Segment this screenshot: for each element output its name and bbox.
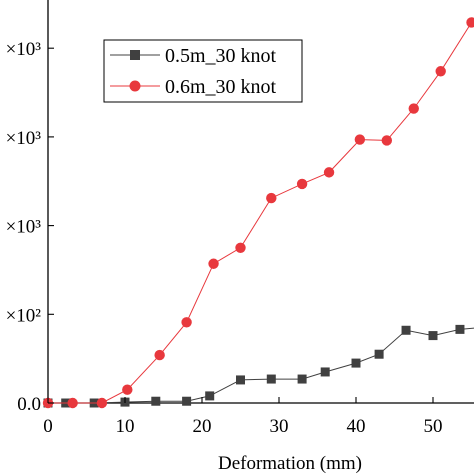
data-point-series-1 — [151, 396, 161, 406]
data-point-series-2 — [354, 134, 366, 145]
y-tick-label: ×10² — [6, 305, 42, 326]
data-point-series-2 — [435, 66, 446, 77]
series-line-2 — [48, 22, 472, 404]
legend-item-series-2: 0.6m_30 knot — [110, 76, 277, 98]
legend-label-series-1: 0.5m_30 knot — [165, 45, 277, 67]
legend-item-series-1: 0.5m_30 knot — [110, 45, 277, 67]
data-point-series-2 — [154, 349, 165, 361]
data-point-series-2 — [235, 242, 246, 253]
x-tick-label: 20 — [193, 416, 212, 437]
x-tick-label: 50 — [424, 416, 443, 437]
series-line-1 — [48, 327, 474, 404]
data-point-series-1 — [455, 324, 465, 334]
data-point-series-1 — [428, 331, 438, 341]
data-point-series-1 — [374, 349, 384, 359]
data-point-series-2 — [381, 135, 392, 146]
data-point-series-2 — [323, 167, 335, 178]
data-point-series-1 — [182, 396, 192, 406]
legend: 0.5m_30 knot 0.6m_30 knot — [103, 39, 303, 103]
data-point-series-2 — [266, 192, 277, 204]
x-axis-ticks: 0 10 20 30 40 50 — [43, 397, 443, 437]
data-point-series-1 — [205, 391, 215, 401]
data-point-series-2 — [296, 178, 308, 190]
data-point-series-2 — [466, 17, 474, 28]
y-tick-label: ×10³ — [6, 128, 42, 149]
y-tick-label: ×10³ — [6, 217, 42, 238]
y-axis-ticks: 0.0×10²×10³×10³×10³×10³ — [6, 39, 54, 415]
legend-marker-series-1 — [130, 50, 140, 60]
plot-area — [47, 0, 474, 404]
series-layer — [42, 17, 474, 409]
legend-marker-series-2 — [129, 80, 141, 92]
data-point-series-1 — [297, 374, 307, 384]
legend-label-series-2: 0.6m_30 knot — [165, 76, 277, 98]
x-tick-label: 30 — [270, 416, 289, 437]
data-point-series-1 — [351, 358, 361, 368]
data-point-series-1 — [236, 375, 245, 385]
x-axis-title: Deformation (mm) — [218, 453, 362, 474]
data-point-series-2 — [67, 397, 78, 409]
y-tick-label: ×10³ — [6, 39, 42, 60]
data-point-series-1 — [266, 374, 276, 384]
data-point-series-2 — [408, 103, 419, 114]
data-point-series-2 — [181, 317, 192, 328]
x-tick-label: 0 — [43, 416, 53, 437]
x-tick-label: 10 — [116, 416, 135, 437]
data-point-series-1 — [401, 325, 411, 335]
data-point-series-2 — [208, 258, 219, 269]
y-tick-label: 0.0 — [17, 394, 41, 415]
data-point-series-1 — [320, 367, 330, 377]
data-point-series-2 — [96, 397, 108, 409]
data-point-series-2 — [122, 384, 133, 395]
x-tick-label: 40 — [347, 416, 366, 437]
